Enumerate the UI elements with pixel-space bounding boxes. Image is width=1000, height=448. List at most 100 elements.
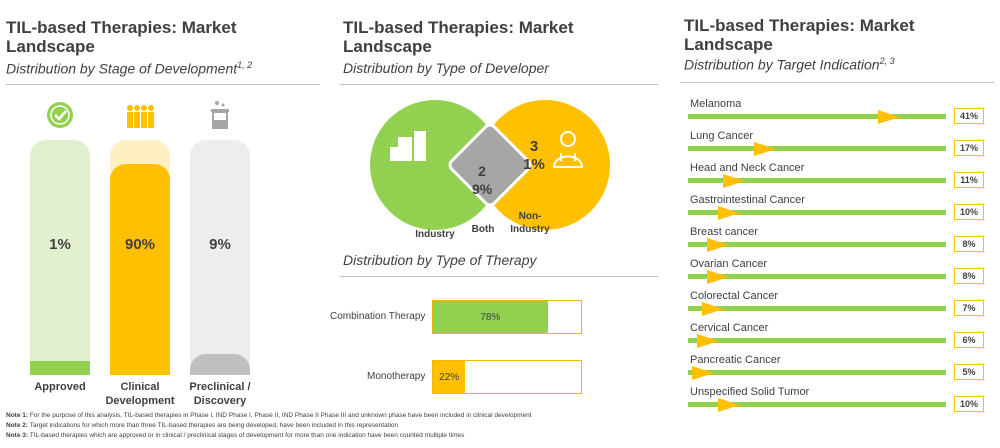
indication-row: Lung Cancer 17% bbox=[688, 130, 988, 158]
therapy-bar-value: 78% bbox=[480, 311, 501, 323]
indication-label: Pancreatic Cancer bbox=[690, 354, 781, 366]
indication-label: Colorectal Cancer bbox=[690, 290, 779, 302]
indication-value: 10% bbox=[954, 396, 984, 412]
indication-marker bbox=[717, 398, 740, 412]
footnote-text: Target indications for which more than t… bbox=[28, 422, 399, 429]
stage-subtitle-sup: 1, 2 bbox=[237, 60, 253, 70]
footnote-text: TIL-based therapies which are approved o… bbox=[28, 432, 465, 439]
indication-line bbox=[688, 146, 946, 151]
indication-value: 5% bbox=[954, 364, 984, 380]
indication-value: 17% bbox=[954, 140, 984, 156]
indication-marker bbox=[707, 238, 730, 252]
venn-diagram bbox=[370, 100, 610, 230]
indication-label: Ovarian Cancer bbox=[690, 258, 768, 270]
indication-line bbox=[688, 274, 946, 279]
venn-overlap-label: Both bbox=[471, 224, 495, 235]
therapy-bar-label: Monotherapy bbox=[367, 371, 426, 382]
indication-panel-subtitle: Distribution by Target Indication2, 3 bbox=[684, 56, 895, 73]
therapy-bar-label: Combination Therapy bbox=[330, 311, 426, 322]
therapy-bar-fill bbox=[433, 361, 466, 393]
stage-bar-value: 1% bbox=[49, 236, 71, 253]
footnote-label: Note 3: bbox=[6, 432, 29, 439]
indication-row: Cervical Cancer 6% bbox=[688, 322, 988, 350]
people-icon bbox=[125, 100, 155, 130]
developer-divider bbox=[340, 84, 658, 85]
indication-marker bbox=[707, 270, 730, 284]
indication-row: Ovarian Cancer 8% bbox=[688, 258, 988, 286]
indication-panel-title: TIL-based Therapies: Market Landscape bbox=[684, 16, 915, 54]
stage-bar-1: 1% bbox=[30, 140, 90, 375]
stage-panel-title: TIL-based Therapies: Market Landscape bbox=[6, 18, 237, 56]
therapy-bar-track: 78% bbox=[432, 300, 582, 334]
venn-industry-label: Industry bbox=[415, 229, 455, 240]
stage-bar-label: Preclinical / Discovery bbox=[189, 381, 251, 407]
doctor-icon bbox=[552, 131, 584, 168]
beaker-icon bbox=[205, 100, 235, 130]
footnote: Note 3: TIL-based therapies which are ap… bbox=[6, 432, 464, 440]
developer-panel-title: TIL-based Therapies: Market Landscape bbox=[343, 18, 574, 56]
indication-row: Unspecified Solid Tumor 10% bbox=[688, 386, 988, 414]
indication-line bbox=[688, 338, 946, 343]
indication-line bbox=[688, 114, 946, 119]
indication-value: 41% bbox=[954, 108, 984, 124]
venn-non-industry-label: Non-Industry bbox=[510, 211, 550, 235]
footnote: Note 2: Target indications for which mor… bbox=[6, 422, 398, 430]
indication-marker bbox=[753, 142, 776, 156]
indication-row: Breast cancer 8% bbox=[688, 226, 988, 254]
indication-line bbox=[688, 178, 946, 183]
stage-panel-subtitle: Distribution by Stage of Development1, 2 bbox=[6, 60, 252, 77]
indication-marker bbox=[722, 174, 745, 188]
indication-label: Gastrointestinal Cancer bbox=[690, 194, 805, 206]
footnote: Note 1: For the purpose of this analysis… bbox=[6, 412, 532, 420]
indication-row: Pancreatic Cancer 5% bbox=[688, 354, 988, 382]
indication-line bbox=[688, 306, 946, 311]
indication-value: 8% bbox=[954, 236, 984, 252]
indication-subtitle-sup: 2, 3 bbox=[879, 56, 895, 66]
indication-row: Gastrointestinal Cancer 10% bbox=[688, 194, 988, 222]
footnote-label: Note 2: bbox=[6, 422, 29, 429]
indication-row: Colorectal Cancer 7% bbox=[688, 290, 988, 318]
indication-marker bbox=[696, 334, 719, 348]
indication-row: Melanoma 41% bbox=[688, 98, 988, 126]
footnote-text: For the purpose of this analysis, TIL-ba… bbox=[28, 412, 532, 419]
indication-marker bbox=[702, 302, 725, 316]
indication-row: Head and Neck Cancer 11% bbox=[688, 162, 988, 190]
venn-overlap-diamond bbox=[448, 123, 532, 207]
indication-line bbox=[688, 402, 946, 407]
therapy-bar-value: 22% bbox=[439, 371, 460, 383]
stage-bar-label: Approved bbox=[34, 381, 86, 393]
indication-divider bbox=[680, 82, 994, 83]
venn-overlap-value: 29% bbox=[472, 163, 493, 197]
venn-non-industry-value: 31% bbox=[523, 138, 545, 173]
stage-bar-value: 90% bbox=[124, 236, 156, 253]
therapy-divider bbox=[340, 276, 658, 277]
indication-line bbox=[688, 210, 946, 215]
indication-label: Melanoma bbox=[690, 98, 742, 110]
indication-label: Unspecified Solid Tumor bbox=[690, 386, 810, 398]
indication-label: Lung Cancer bbox=[690, 130, 753, 142]
stage-bar-2: 90% bbox=[110, 140, 170, 375]
indication-value: 11% bbox=[954, 172, 984, 188]
indication-value: 8% bbox=[954, 268, 984, 284]
stage-bar-3: 9% bbox=[190, 140, 250, 375]
stage-bar-fill bbox=[110, 163, 170, 375]
stage-bar-fill bbox=[190, 353, 250, 375]
indication-subtitle-text: Distribution by Target Indication bbox=[684, 56, 880, 73]
check-badge-icon bbox=[45, 100, 75, 130]
venn-non-industry-circle bbox=[480, 100, 610, 230]
indication-value: 10% bbox=[954, 204, 984, 220]
indication-value: 7% bbox=[954, 300, 984, 316]
therapy-panel-subtitle: Distribution by Type of Therapy bbox=[343, 252, 537, 268]
stage-bar-fill bbox=[30, 361, 90, 375]
stage-bar-value: 9% bbox=[209, 236, 231, 253]
stage-bar-label: Clinical Development bbox=[105, 381, 175, 407]
indication-label: Cervical Cancer bbox=[690, 322, 769, 334]
indication-line bbox=[688, 370, 946, 375]
footnote-label: Note 1: bbox=[6, 412, 29, 419]
indication-marker bbox=[691, 366, 714, 380]
stage-divider bbox=[6, 84, 320, 85]
stage-subtitle-text: Distribution by Stage of Development bbox=[6, 60, 238, 77]
venn-industry-circle bbox=[370, 100, 500, 230]
indication-marker bbox=[717, 206, 740, 220]
indication-marker bbox=[877, 110, 900, 124]
